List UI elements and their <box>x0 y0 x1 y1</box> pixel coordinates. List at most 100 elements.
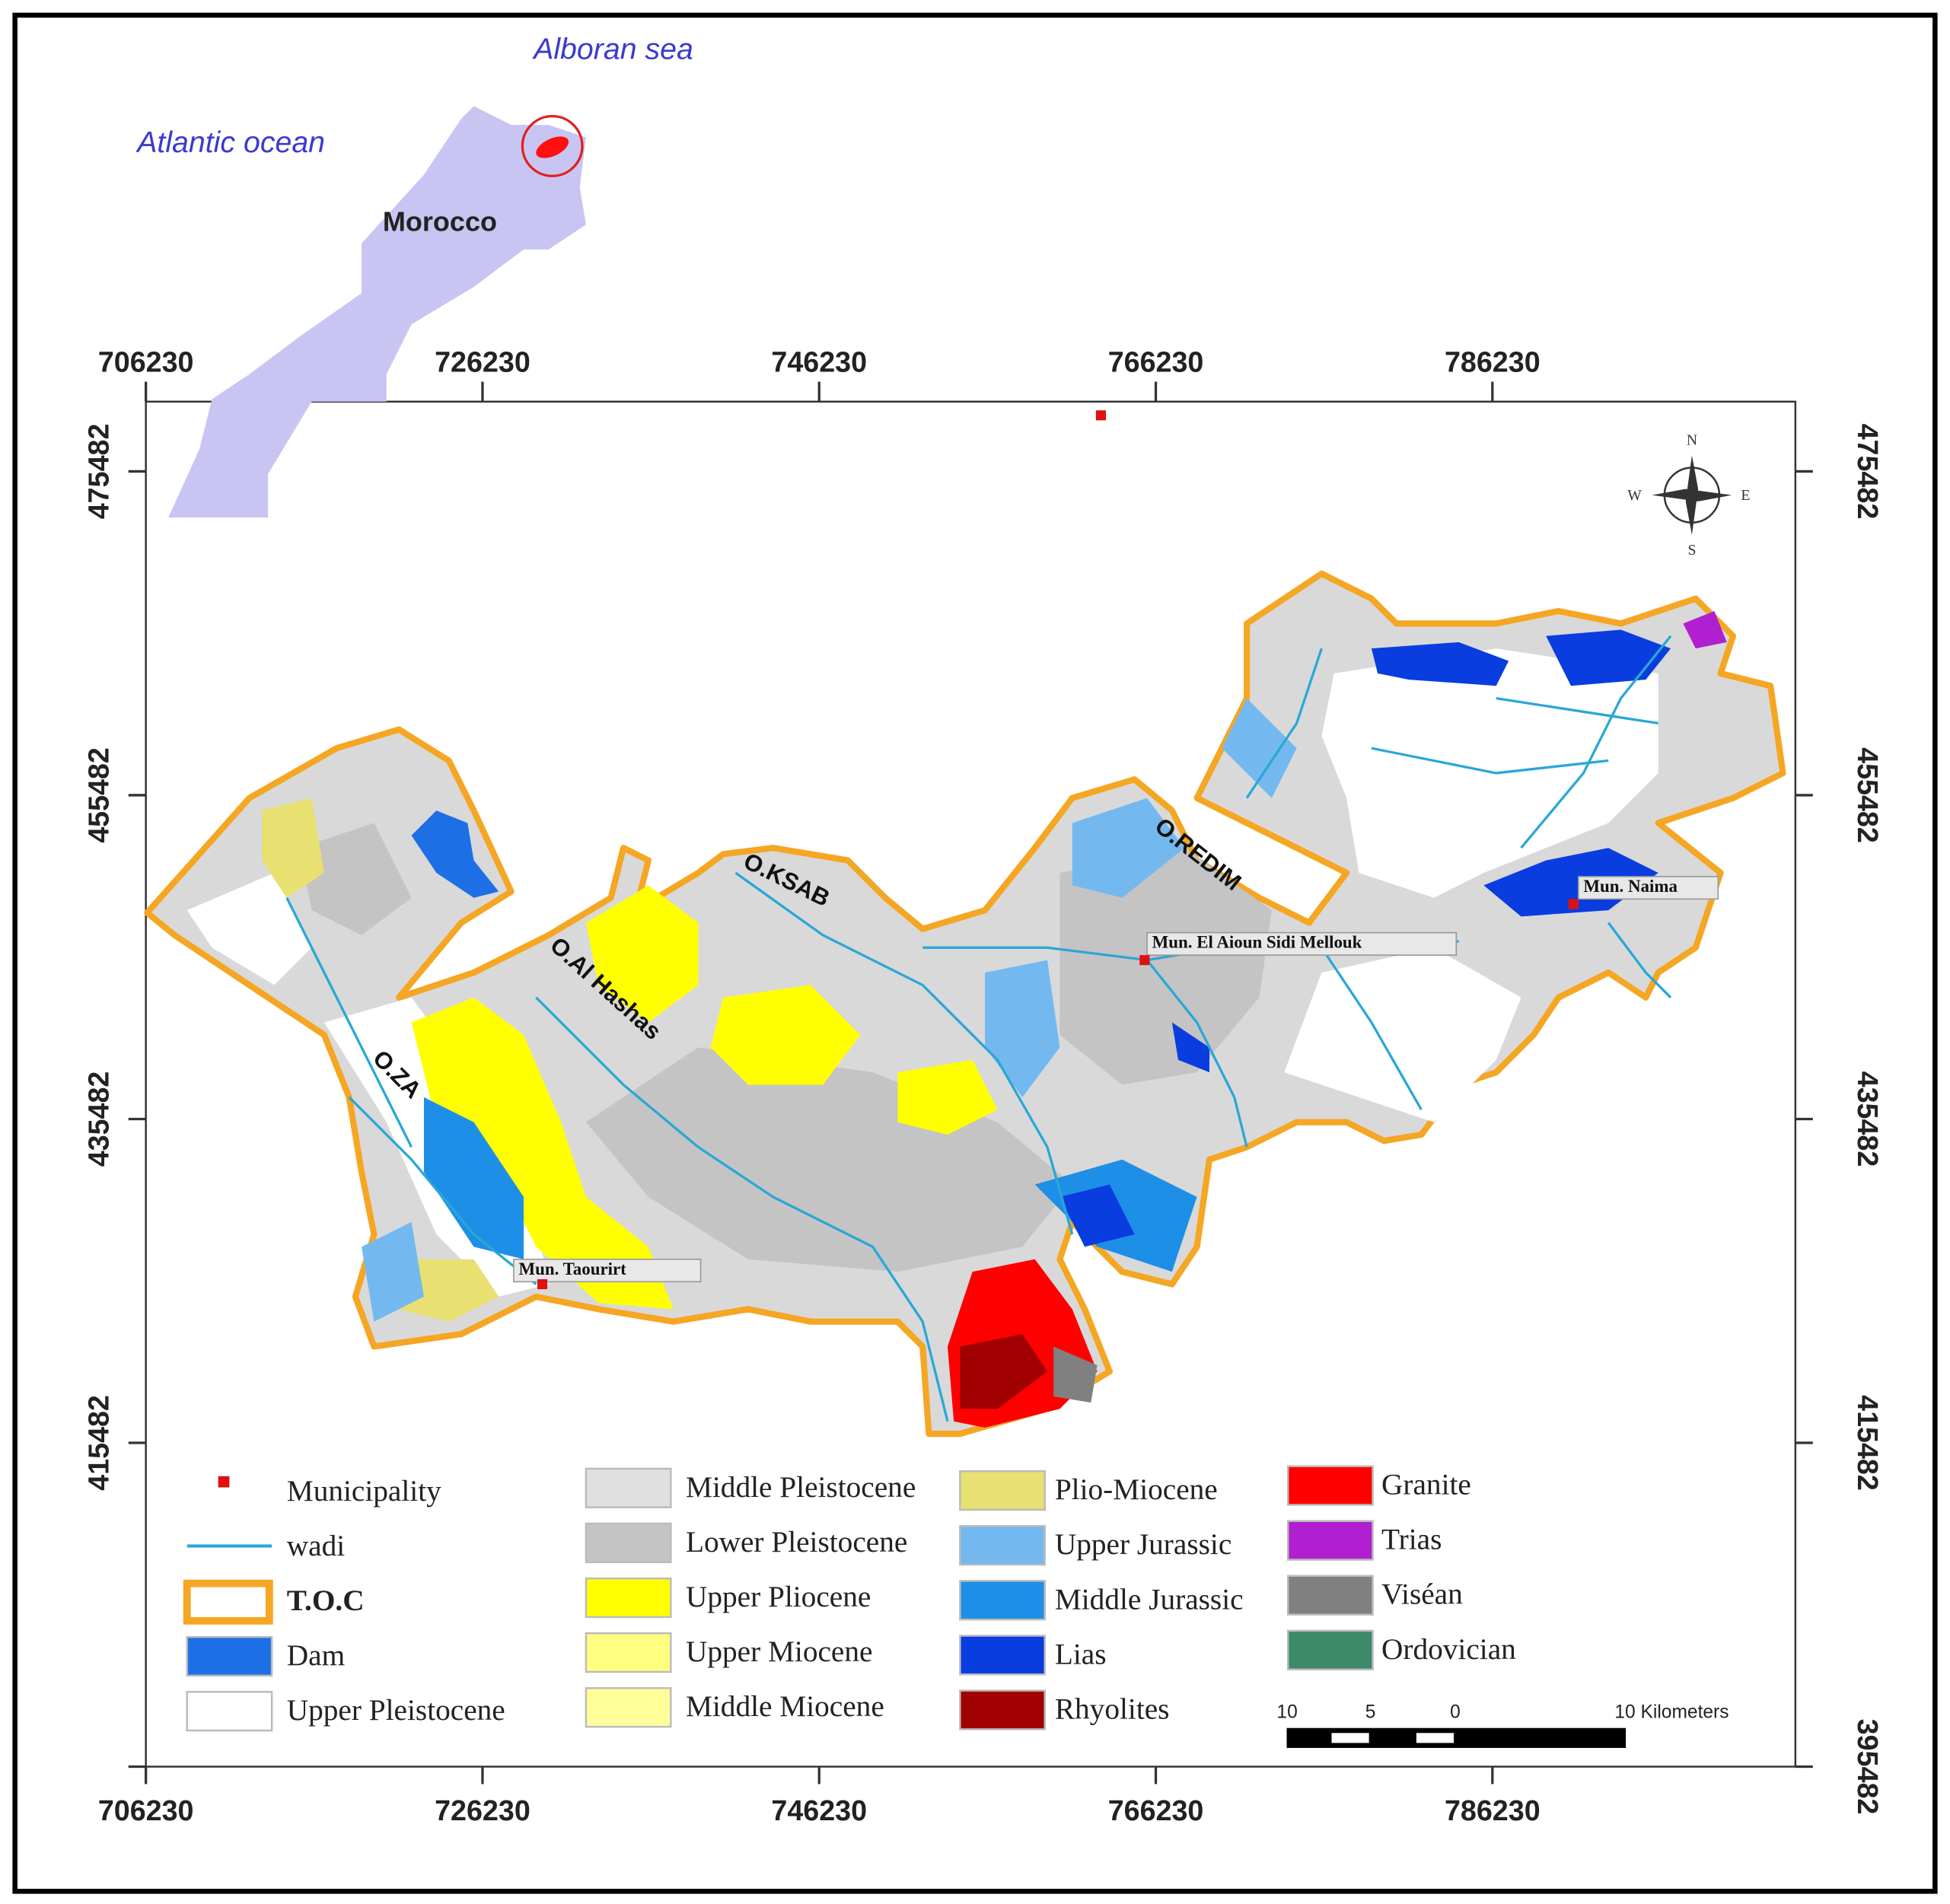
x-tick-label: 766230 <box>1108 345 1204 377</box>
x-tick-label: 726230 <box>435 1794 531 1826</box>
legend-label: Municipality <box>287 1474 441 1508</box>
municipality-label: Mun. El Aioun Sidi Mellouk <box>1152 933 1362 952</box>
legend-symbol <box>218 1476 230 1488</box>
legend-symbol <box>585 1577 672 1619</box>
legend-label: Rhyolites <box>1055 1692 1170 1725</box>
legend-label: Upper Miocene <box>686 1635 873 1668</box>
morocco-shape <box>168 106 586 518</box>
legend-symbol <box>585 1687 672 1728</box>
legend-symbol <box>183 1579 273 1625</box>
scale-label: 5 <box>1365 1702 1376 1723</box>
legend-symbol <box>959 1470 1046 1511</box>
legend-label: Middle Pleistocene <box>686 1470 916 1504</box>
legend-label: Middle Miocene <box>686 1689 884 1723</box>
y-tick-label: 415482 <box>1852 1395 1884 1491</box>
municipality-point <box>1568 899 1579 909</box>
upper-pliocene-patch <box>411 997 674 1310</box>
x-tick-label: 786230 <box>1445 345 1541 377</box>
legend-label: Trias <box>1381 1523 1442 1556</box>
legend-symbol <box>959 1689 1046 1730</box>
legend-symbol <box>1286 1520 1374 1561</box>
lias-patch <box>1059 1184 1135 1247</box>
scale-bar: 10 5 0 10 Kilometers <box>1276 1702 1729 1748</box>
y-tick-label: 475482 <box>83 424 115 520</box>
legend-label: Dam <box>287 1638 345 1672</box>
lias-patch <box>1546 629 1671 686</box>
label-box <box>513 1258 702 1283</box>
legend-label: Ordovician <box>1381 1632 1516 1666</box>
legend-label: Lower Pleistocene <box>686 1525 907 1559</box>
study-area <box>536 136 569 158</box>
legend-symbol <box>186 1690 273 1732</box>
legend-label: Plio-Miocene <box>1055 1473 1218 1506</box>
compass-label: E <box>1741 487 1750 504</box>
legend-symbol <box>959 1580 1046 1621</box>
legend-label: T.O.C <box>287 1584 365 1617</box>
upper-pliocene-patch <box>585 885 699 1023</box>
x-tick-label: 706230 <box>98 345 194 377</box>
x-tick-label: 746230 <box>771 1794 867 1826</box>
scale-bar-segment <box>1416 1733 1455 1743</box>
plio-miocene-patch <box>262 798 324 898</box>
x-tick-label: 786230 <box>1445 1794 1541 1826</box>
sea-label: Alboran sea <box>532 32 693 65</box>
municipality-label: Mun. Taourirt <box>518 1259 626 1278</box>
municipality-labels: Mun. Taourirt Mun. El Aioun Sidi Mellouk… <box>513 876 1719 1290</box>
municipality-point <box>537 1279 548 1290</box>
scale-bar-segment <box>1331 1733 1369 1743</box>
x-tick-label: 706230 <box>98 1794 194 1826</box>
legend-label: Lias <box>1055 1637 1107 1670</box>
ocean-label: Atlantic ocean <box>135 126 325 159</box>
lower-pleistocene-patch <box>299 823 412 935</box>
scale-label: 10 <box>1276 1702 1297 1723</box>
upper-pleistocene-patch <box>1284 947 1521 1122</box>
upper-jurassic-patch <box>1222 698 1297 798</box>
legend-label: Upper Jurassic <box>1055 1527 1231 1561</box>
y-tick-label: 475482 <box>1852 424 1884 520</box>
legend-symbol <box>1286 1574 1374 1616</box>
upper-jurassic-patch <box>985 960 1060 1097</box>
country-label: Morocco <box>383 205 497 237</box>
legend-symbol <box>1286 1629 1374 1670</box>
y-tick-label: 435482 <box>83 1071 115 1167</box>
lias-patch <box>1371 642 1509 686</box>
legend-label: Upper Pleistocene <box>287 1693 505 1727</box>
y-tick-label: 455482 <box>1852 747 1884 843</box>
compass: N S E W <box>1627 432 1750 559</box>
compass-label: W <box>1627 487 1642 504</box>
legend-symbol <box>959 1525 1046 1566</box>
municipality-point <box>1139 955 1150 966</box>
legend-symbol <box>585 1467 672 1509</box>
upper-pleistocene-patch <box>186 872 312 985</box>
scale-label: 10 Kilometers <box>1614 1702 1729 1723</box>
lower-pleistocene-patch <box>1059 848 1272 1085</box>
legend-symbol <box>585 1522 672 1564</box>
lias-patch <box>1171 1022 1209 1073</box>
y-tick-label: 415482 <box>83 1395 115 1491</box>
upper-jurassic-patch <box>362 1221 424 1322</box>
morocco-inset: Alboran sea Atlantic ocean Morocco <box>135 32 693 518</box>
scale-label: 0 <box>1450 1702 1461 1723</box>
y-tick-label: 395482 <box>1852 1719 1884 1815</box>
y-tick-label: 455482 <box>83 747 115 843</box>
legend-label: wadi <box>287 1529 345 1562</box>
compass-label: S <box>1687 542 1696 559</box>
legend-symbol <box>585 1632 672 1673</box>
middle-jurassic-patch <box>423 1097 524 1259</box>
study-area-circle <box>521 115 584 177</box>
municipality-label: Mun. Naima <box>1583 877 1678 896</box>
y-tick-label: 435482 <box>1852 1071 1884 1167</box>
upper-jurassic-patch <box>1072 798 1185 898</box>
legend-label: Upper Pliocene <box>686 1580 871 1613</box>
legend-symbol <box>1286 1465 1374 1506</box>
legend-label: Granite <box>1381 1468 1471 1501</box>
legend-label: Middle Jurassic <box>1055 1582 1244 1616</box>
compass-needle <box>1652 489 1732 501</box>
label-box <box>1146 931 1458 956</box>
dam-patch <box>411 810 499 898</box>
x-tick-label: 746230 <box>771 345 867 377</box>
x-tick-label: 726230 <box>435 345 531 377</box>
plio-miocene-patch <box>399 1259 499 1322</box>
x-tick-label: 766230 <box>1108 1794 1204 1826</box>
